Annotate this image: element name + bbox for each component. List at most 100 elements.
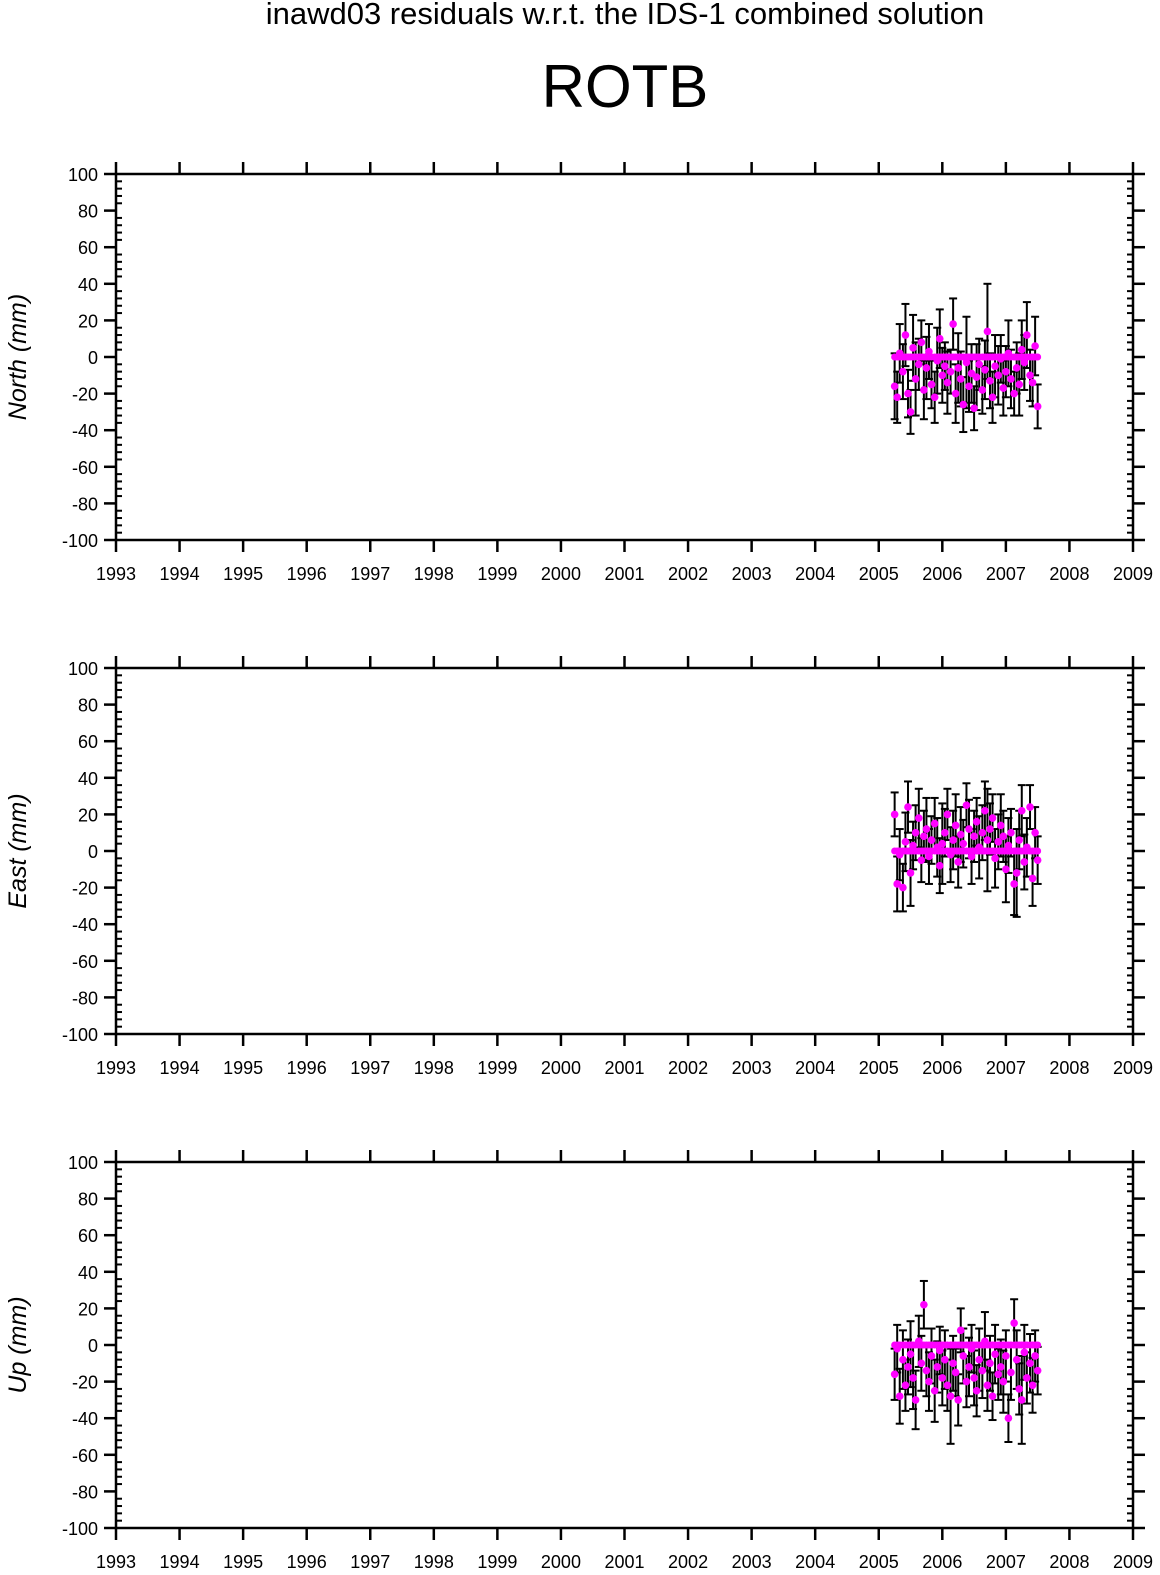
data-point <box>962 801 971 810</box>
data-point <box>994 371 1003 380</box>
data-point <box>986 1359 994 1368</box>
data-point <box>1002 367 1010 376</box>
data-point <box>1015 1385 1024 1393</box>
y-tick-label: 100 <box>68 165 98 185</box>
y-axis-label: East (mm) <box>4 793 32 908</box>
data-point <box>941 828 949 837</box>
data-point <box>1023 1374 1031 1382</box>
data-point <box>927 380 936 389</box>
data-point <box>909 1374 917 1382</box>
data-point <box>906 1350 915 1358</box>
y-tick-label: 60 <box>78 238 98 258</box>
data-point <box>988 393 997 402</box>
data-point <box>933 1363 942 1371</box>
data-point <box>1010 389 1018 398</box>
x-tick-label: 2006 <box>922 564 962 584</box>
x-tick-label: 2001 <box>604 564 644 584</box>
data-point <box>949 320 957 328</box>
x-tick-label: 1995 <box>223 1058 263 1078</box>
x-tick-label: 2007 <box>986 564 1026 584</box>
data-point <box>917 856 926 864</box>
y-tick-label: -40 <box>72 421 98 441</box>
data-point <box>941 362 949 370</box>
data-point <box>925 1377 933 1386</box>
data-point <box>951 1368 960 1377</box>
data-point <box>1004 349 1013 358</box>
data-point <box>951 389 960 398</box>
x-tick-label: 2004 <box>795 1552 835 1572</box>
data-point <box>933 356 942 365</box>
x-tick-label: 1993 <box>96 564 136 584</box>
y-tick-label: -80 <box>72 494 98 514</box>
x-tick-label: 2005 <box>859 1552 899 1572</box>
y-tick-label: -20 <box>72 1373 98 1393</box>
x-tick-label: 2006 <box>922 1552 962 1572</box>
data-point <box>1031 1352 1039 1360</box>
data-point <box>890 1370 899 1379</box>
data-point <box>1002 1352 1010 1360</box>
data-point <box>920 832 928 841</box>
data-point <box>967 852 976 861</box>
data-point <box>930 819 939 828</box>
data-point <box>901 1381 910 1390</box>
data-point <box>906 408 915 416</box>
y-tick-label: 20 <box>78 805 98 825</box>
y-tick-label: 0 <box>88 842 98 862</box>
x-tick-label: 1996 <box>287 564 327 584</box>
reference-point <box>1034 353 1042 361</box>
x-tick-label: 2005 <box>859 564 899 584</box>
data-point <box>1028 378 1037 387</box>
x-tick-label: 2007 <box>986 1552 1026 1572</box>
data-point <box>1007 828 1015 837</box>
data-point <box>1002 865 1010 874</box>
data-point <box>954 858 963 866</box>
data-point <box>991 362 999 370</box>
data-point <box>996 1363 1005 1371</box>
y-tick-label: 0 <box>88 348 98 368</box>
data-point <box>927 836 936 844</box>
data-point <box>1031 342 1039 350</box>
data-point <box>1012 364 1021 372</box>
data-point <box>1031 828 1039 837</box>
x-tick-label: 1994 <box>160 564 200 584</box>
x-tick-label: 2003 <box>732 1058 772 1078</box>
data-point <box>899 883 907 892</box>
x-tick-label: 2005 <box>859 1058 899 1078</box>
data-point <box>983 836 992 844</box>
x-tick-label: 1997 <box>350 1058 390 1078</box>
data-point <box>899 1355 907 1364</box>
data-point <box>922 364 931 372</box>
x-tick-label: 2001 <box>604 1552 644 1572</box>
data-point <box>1028 874 1037 883</box>
data-point <box>1023 331 1031 339</box>
y-tick-label: 60 <box>78 1226 98 1246</box>
x-tick-label: 2003 <box>732 564 772 584</box>
data-point <box>938 839 947 848</box>
data-point <box>1026 371 1034 380</box>
data-point <box>917 1359 926 1368</box>
data-point <box>1033 856 1042 864</box>
data-point <box>949 836 957 844</box>
data-point <box>970 1374 978 1382</box>
data-point <box>920 1300 928 1309</box>
data-point <box>1026 1359 1034 1368</box>
x-tick-label: 1995 <box>223 564 263 584</box>
x-tick-label: 2008 <box>1049 564 1089 584</box>
y-tick-label: 40 <box>78 769 98 789</box>
data-point <box>890 382 899 391</box>
data-point <box>965 382 973 391</box>
y-tick-label: 60 <box>78 732 98 752</box>
y-tick-label: -40 <box>72 915 98 935</box>
x-tick-label: 2002 <box>668 564 708 584</box>
data-point <box>996 821 1005 830</box>
data-point <box>943 810 952 819</box>
data-point <box>965 825 973 833</box>
data-point <box>962 1377 971 1386</box>
data-point <box>978 386 987 394</box>
data-point <box>949 1359 957 1368</box>
data-point <box>1010 880 1018 888</box>
y-tick-label: 80 <box>78 202 98 222</box>
y-axis-label: Up (mm) <box>4 1296 32 1393</box>
data-point <box>930 1386 939 1395</box>
